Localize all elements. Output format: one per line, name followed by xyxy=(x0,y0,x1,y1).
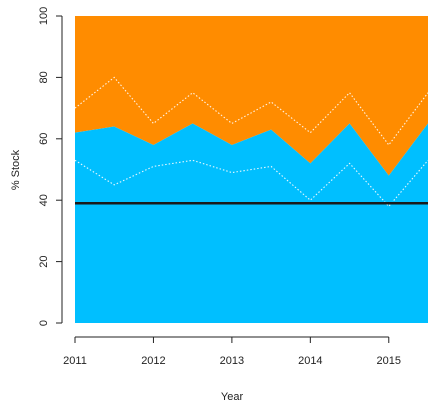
y-tick-label: 20 xyxy=(38,255,50,267)
upper-bound-line xyxy=(74,76,428,146)
x-tick-label: 2014 xyxy=(298,355,322,367)
x-tick-label: 2012 xyxy=(141,355,165,367)
y-tick-label: 80 xyxy=(38,71,50,83)
x-tick-label: 2015 xyxy=(377,355,401,367)
y-tick-label: 100 xyxy=(38,7,50,25)
lower-bound-line xyxy=(74,159,428,208)
lower-area xyxy=(75,123,428,323)
x-axis-title: Year xyxy=(221,391,244,403)
x-tick-label: 2013 xyxy=(220,355,244,367)
y-axis-title: % Stock xyxy=(10,149,22,190)
y-tick-label: 40 xyxy=(38,194,50,206)
y-tick-label: 0 xyxy=(38,320,50,326)
upper-area xyxy=(75,16,428,176)
plot-area xyxy=(74,16,428,323)
x-tick-label: 2011 xyxy=(63,355,87,367)
y-tick-label: 60 xyxy=(38,133,50,145)
axes: 0 20 40 60 80 100 2011 2012 2013 2014 2015 xyxy=(38,7,401,367)
